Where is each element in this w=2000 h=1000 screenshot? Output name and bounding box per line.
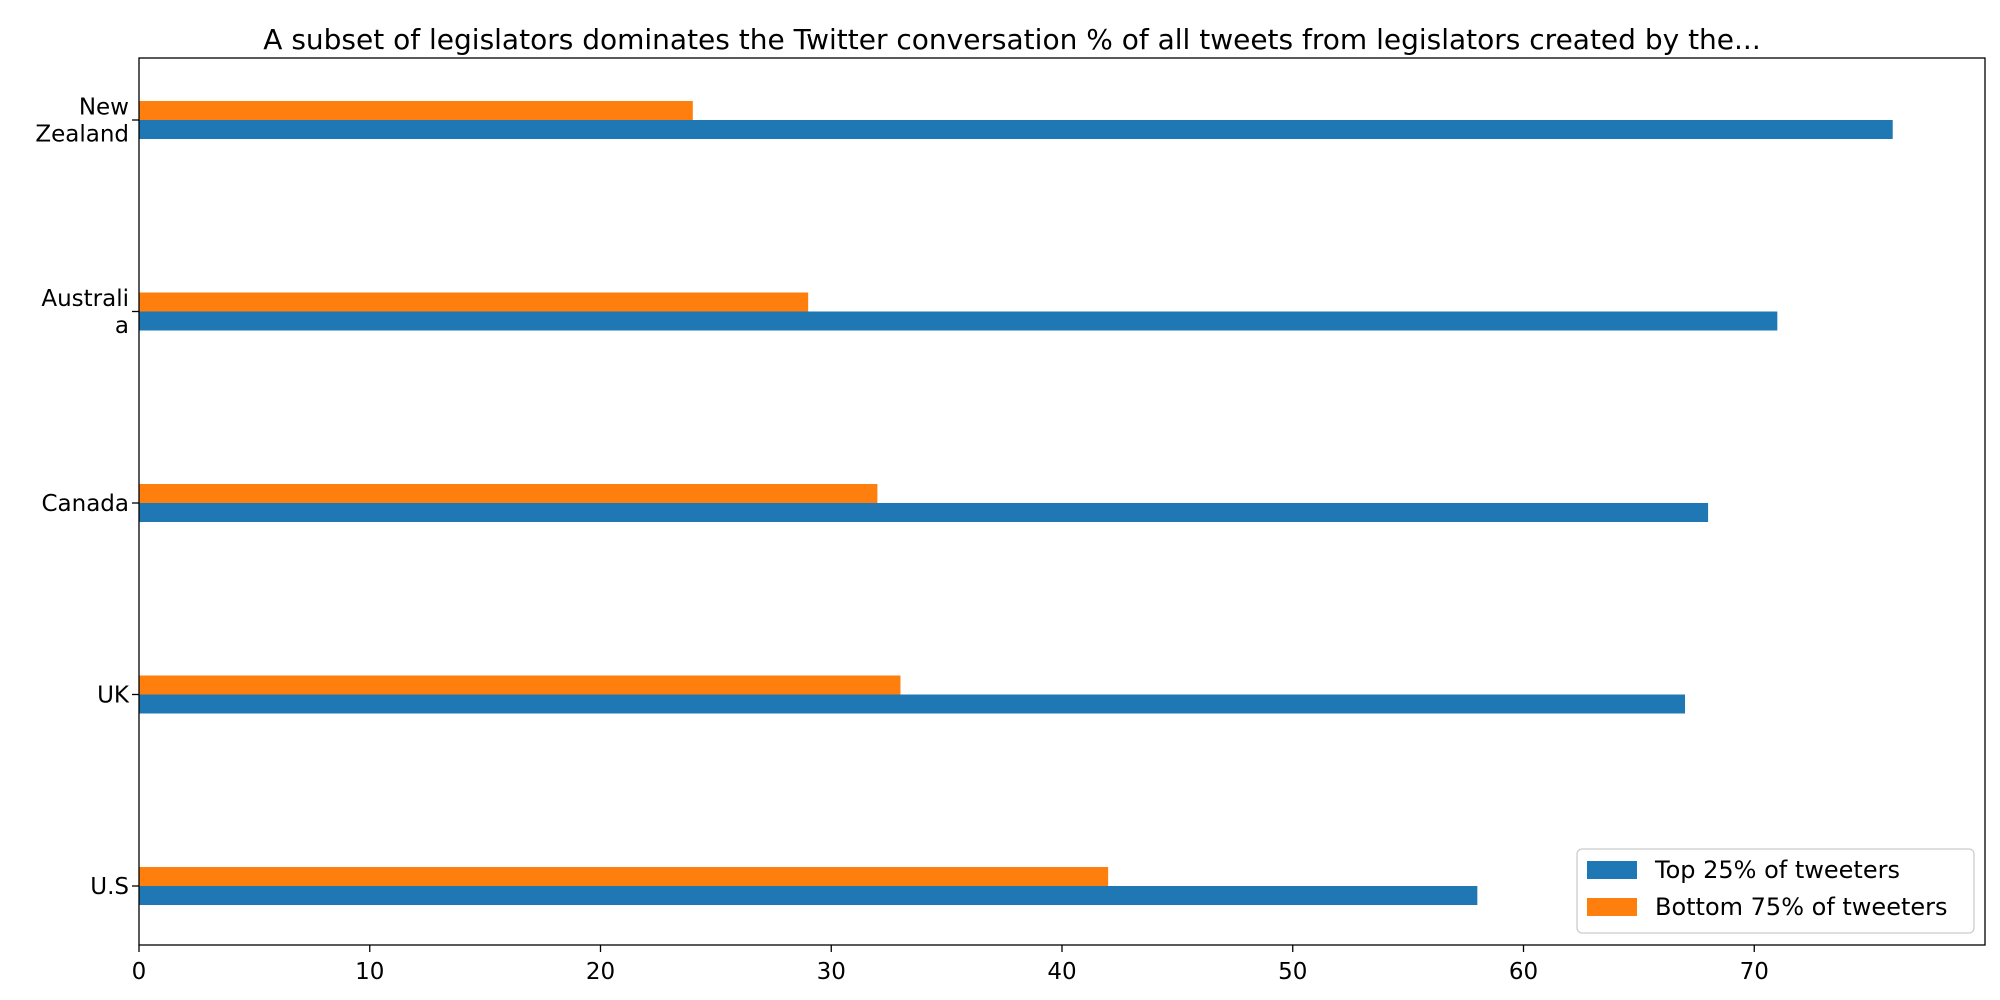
x-tick-label: 40 — [1047, 959, 1076, 985]
x-tick-label: 0 — [132, 959, 147, 985]
x-axis: 0 10 20 30 40 50 60 70 — [132, 945, 1769, 985]
plot-frame — [138, 57, 1986, 946]
legend-box — [1576, 848, 1975, 934]
chart-title: A subset of legislators dominates the Tw… — [263, 23, 1760, 56]
bar-top25-uk — [139, 694, 1686, 714]
bar-top25-australia — [139, 311, 1778, 331]
y-tick-label: U.S — [90, 874, 129, 900]
legend-label: Top 25% of tweeters — [1654, 856, 1900, 884]
y-tick-label: Canada — [41, 491, 129, 517]
y-tick-label: UK — [97, 683, 130, 709]
bar-bottom75-uk — [139, 675, 901, 695]
legend-swatch — [1587, 861, 1637, 879]
bars-layer — [139, 101, 1893, 905]
y-tick-label: Australi — [41, 286, 129, 312]
y-tick-label: New — [79, 95, 129, 121]
x-tick-label: 60 — [1509, 959, 1538, 985]
bar-top25-u-s — [139, 886, 1478, 905]
x-tick-label: 20 — [586, 959, 615, 985]
bar-bottom75-australia — [139, 292, 809, 312]
x-tick-label: 50 — [1278, 959, 1307, 985]
y-tick-label: Zealand — [35, 122, 129, 148]
bar-top25-canada — [139, 503, 1709, 522]
bar-bottom75-canada — [139, 484, 878, 503]
x-tick-label: 10 — [355, 959, 384, 985]
y-tick-label: a — [115, 313, 129, 339]
x-tick-label: 30 — [817, 959, 846, 985]
bar-top25-newzealand — [139, 120, 1893, 139]
legend-label: Bottom 75% of tweeters — [1655, 893, 1948, 921]
legend-swatch — [1587, 898, 1637, 916]
bar-bottom75-u-s — [139, 867, 1109, 886]
bar-bottom75-newzealand — [139, 101, 693, 120]
x-tick-label: 70 — [1740, 959, 1769, 985]
legend: Top 25% of tweeters Bottom 75% of tweeter… — [1576, 848, 1975, 934]
